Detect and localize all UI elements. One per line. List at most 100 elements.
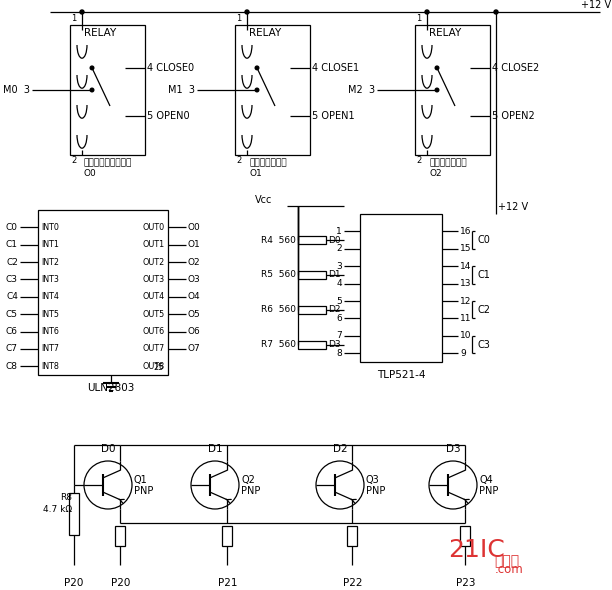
Text: O1: O1 [188,240,201,249]
Text: P20: P20 [111,578,130,588]
Text: O6: O6 [188,327,201,336]
Text: 10: 10 [460,332,471,340]
Text: INT7: INT7 [41,345,59,353]
Text: OUT5: OUT5 [143,310,165,319]
Text: OUT6: OUT6 [143,327,165,336]
Text: P23: P23 [456,578,476,588]
Text: INT4: INT4 [41,292,59,301]
Text: D1: D1 [207,444,222,454]
Text: PNP: PNP [366,486,386,496]
Bar [235,25,310,155]
Bar [69,493,79,535]
Text: INT5: INT5 [41,310,59,319]
Text: RELAY: RELAY [429,28,461,38]
Text: ULN2803: ULN2803 [88,383,135,393]
Text: D0: D0 [328,235,341,245]
Text: M1  3: M1 3 [168,85,195,95]
Text: OUT3: OUT3 [143,275,165,284]
Text: C7: C7 [6,345,18,353]
Text: INT0: INT0 [41,223,59,232]
Text: O5: O5 [188,310,201,319]
Text: O3: O3 [188,275,201,284]
Text: 2: 2 [337,244,342,253]
Circle shape [494,10,498,14]
Text: 2: 2 [71,156,76,165]
Text: 12: 12 [460,297,471,306]
Bar [348,526,357,546]
Text: Q1: Q1 [134,475,147,485]
Text: Q4: Q4 [479,475,493,485]
Circle shape [90,66,94,70]
Circle shape [255,88,259,92]
Text: C6: C6 [6,327,18,336]
Text: INT1: INT1 [41,240,59,249]
Text: +12 V: +12 V [498,202,528,212]
Text: Q2: Q2 [241,475,255,485]
Text: INT8: INT8 [41,362,59,371]
Text: 4 CLOSE1: 4 CLOSE1 [312,63,359,73]
Text: C5: C5 [6,310,18,319]
Text: C4: C4 [6,292,18,301]
Circle shape [435,88,439,92]
Bar [298,271,326,279]
Text: PNP: PNP [241,486,260,496]
Text: C0: C0 [6,223,18,232]
Text: C3: C3 [6,275,18,284]
Text: M2  3: M2 3 [348,85,375,95]
Bar [415,25,490,155]
Text: R6  560: R6 560 [261,305,296,314]
Text: R8: R8 [60,493,72,503]
Text: OUT2: OUT2 [143,258,165,267]
Text: 1: 1 [236,14,241,23]
Text: 6: 6 [336,314,342,323]
Text: 21IC: 21IC [448,538,505,562]
Text: INT6: INT6 [41,327,59,336]
Text: O0: O0 [84,169,97,178]
Text: D0: D0 [101,444,115,454]
Bar [116,526,125,546]
Text: 13: 13 [460,279,471,288]
Text: O2: O2 [188,258,201,267]
Bar [298,306,326,314]
Text: 16: 16 [460,227,471,236]
Text: 电子网: 电子网 [494,554,519,568]
Text: 9: 9 [460,349,466,358]
Text: O1: O1 [249,169,262,178]
Text: P22: P22 [343,578,362,588]
Bar [223,526,233,546]
Text: 4: 4 [337,279,342,288]
Text: D3: D3 [328,340,341,349]
Text: OUT7: OUT7 [143,345,165,353]
Text: INT2: INT2 [41,258,59,267]
Text: 接空调致热开关: 接空调致热开关 [429,158,466,167]
Text: OUT1: OUT1 [143,240,165,249]
Text: Q3: Q3 [366,475,380,485]
Text: RELAY: RELAY [249,28,282,38]
Text: 1: 1 [416,14,421,23]
Text: 5 OPEN0: 5 OPEN0 [147,111,190,121]
Text: 2: 2 [236,156,241,165]
Text: 1: 1 [336,227,342,236]
Text: R5  560: R5 560 [261,270,296,280]
Text: OUT8: OUT8 [143,362,165,371]
Text: 接空调致冷开关: 接空调致冷开关 [249,158,286,167]
Text: OUT4: OUT4 [143,292,165,301]
Text: Vᴄᴄ: Vᴄᴄ [255,195,272,205]
Text: O0: O0 [188,223,201,232]
Text: R4  560: R4 560 [261,235,296,245]
Text: PNP: PNP [134,486,154,496]
Text: 5 OPEN2: 5 OPEN2 [492,111,535,121]
Text: 5: 5 [336,297,342,306]
Text: D3: D3 [446,444,460,454]
Text: 接空调电源控制开关: 接空调电源控制开关 [84,158,132,167]
Text: 15: 15 [460,244,471,253]
Text: D2: D2 [328,305,340,314]
Text: O2: O2 [429,169,442,178]
Circle shape [80,10,84,14]
Text: R7  560: R7 560 [261,340,296,349]
Text: 11: 11 [460,314,471,323]
Text: M0  3: M0 3 [3,85,30,95]
Text: C3: C3 [477,340,490,350]
Text: 4.7 kΩ: 4.7 kΩ [43,506,72,514]
Text: 5 OPEN1: 5 OPEN1 [312,111,354,121]
